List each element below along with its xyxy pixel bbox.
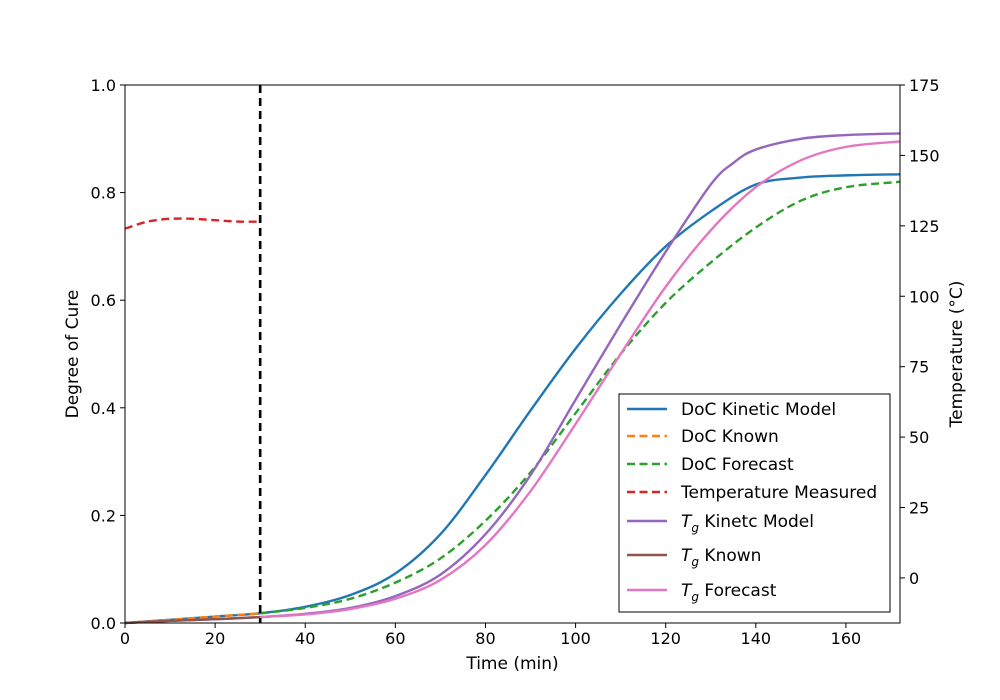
x-tick-label: 60: [385, 629, 405, 648]
legend: DoC Kinetic Model DoC Known DoC Forecast Te…: [618, 393, 891, 613]
legend-label-doc-known: DoC Known: [681, 427, 779, 447]
x-tick-label: 20: [205, 629, 225, 648]
y-tick-label: 0.2: [91, 506, 116, 525]
axes-frame: [124, 84, 901, 624]
series-line-doc-forecast: [260, 180, 901, 615]
series-line-temperature-measured: [124, 217, 261, 230]
legend-label-doc-kinetic-model: DoC Kinetic Model: [681, 400, 836, 420]
y-tick-label: 1.0: [91, 76, 116, 95]
legend-label-doc-forecast: DoC Forecast: [681, 455, 794, 475]
y2-tick-label: 150: [909, 146, 940, 165]
x-tick-label: 100: [560, 629, 591, 648]
y2-tick-label: 100: [909, 287, 940, 306]
y-tick-label: 0.0: [91, 614, 116, 633]
y2-tick-label: 50: [909, 428, 929, 447]
legend-label-tg-forecast: Tg Forecast: [681, 581, 777, 604]
y2-tick-label: 0: [909, 569, 919, 588]
x-tick-label: 40: [295, 629, 315, 648]
y2-tick-label: 25: [909, 499, 929, 518]
legend-label-tg-known: Tg Known: [681, 546, 761, 569]
y-axis-right: 0 25 50 75 100 125 150 175: [900, 76, 940, 588]
y-axis-left: 0.0 0.2 0.4 0.6 0.8 1.0: [91, 76, 125, 633]
x-tick-label: 80: [475, 629, 495, 648]
y2-tick-label: 175: [909, 76, 940, 95]
x-axis-label: Time (min): [465, 654, 558, 674]
y2-tick-label: 75: [909, 358, 929, 377]
y-tick-label: 0.4: [91, 399, 116, 418]
series-line-tg-forecast: [260, 140, 901, 619]
y2-axis-label: Temperature (°C): [947, 281, 967, 429]
legend-box: [618, 393, 891, 613]
y-tick-label: 0.6: [91, 291, 116, 310]
plot-lines: [124, 132, 901, 625]
x-tick-label: 140: [741, 629, 772, 648]
x-tick-label: 0: [120, 629, 130, 648]
legend-label-temperature-measured: Temperature Measured: [680, 483, 877, 503]
x-axis: 0 20 40 60 80 100 120 140 160: [120, 623, 861, 648]
legend-label-tg-kinetc-model: Tg Kinetc Model: [681, 512, 814, 535]
y-axis-label: Degree of Cure: [63, 290, 83, 419]
series-line-doc-kinetic-model: [124, 173, 901, 625]
x-tick-label: 120: [650, 629, 681, 648]
y2-tick-label: 125: [909, 217, 940, 236]
x-tick-label: 160: [831, 629, 862, 648]
series-line-tg-known: [124, 615, 261, 625]
y-tick-label: 0.8: [91, 184, 116, 203]
